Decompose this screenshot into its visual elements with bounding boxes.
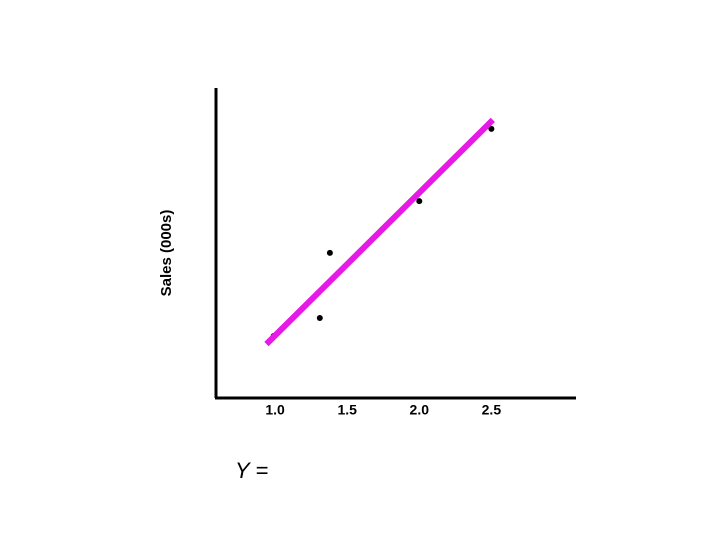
x-tick-label: 1.5: [337, 402, 357, 418]
point: [326, 249, 333, 256]
x-tick-label: 1.0: [265, 402, 285, 418]
x-tick-label: 2.5: [482, 402, 502, 418]
point: [488, 125, 495, 132]
point: [316, 315, 323, 322]
point: [416, 198, 423, 205]
fit-line: [264, 117, 495, 347]
x-tick-label: 2.0: [410, 402, 430, 418]
annotation: Y =: [235, 458, 268, 483]
y-axis-label: Sales (000s): [158, 210, 175, 297]
